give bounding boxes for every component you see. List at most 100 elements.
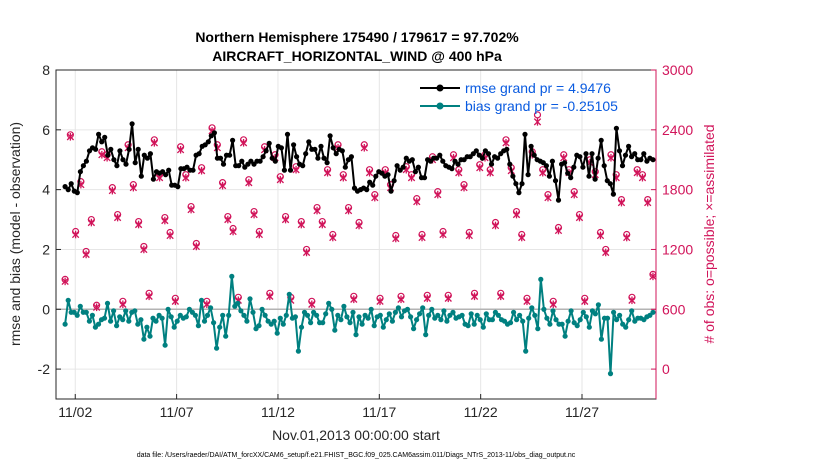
assimilated-obs-marker [570, 190, 578, 199]
y2-tick-label: 1800 [662, 182, 693, 198]
bias-point [535, 326, 541, 332]
rmse-point [364, 187, 370, 193]
rmse-point [616, 148, 623, 154]
bias-point [226, 312, 232, 318]
rmse-point [592, 176, 598, 182]
y-tick-label: 8 [42, 62, 50, 78]
assimilated-obs-marker [486, 168, 494, 177]
bias-point [426, 312, 432, 318]
rmse-point [562, 160, 568, 166]
bias-point [138, 317, 144, 323]
bias-point [314, 312, 320, 318]
rmse-point [412, 169, 418, 175]
rmse-point [522, 131, 528, 137]
rmse-point [348, 154, 354, 160]
bias-point [198, 297, 205, 303]
rmse-point [488, 161, 495, 167]
rmse-point [321, 155, 327, 161]
bias-point [320, 320, 326, 326]
rmse-point [272, 158, 278, 164]
bias-point [365, 315, 371, 321]
bias-point [438, 317, 444, 323]
rmse-point [385, 172, 391, 178]
rmse-point [641, 151, 647, 157]
plot-background [56, 70, 656, 399]
bias-point [114, 323, 120, 329]
assimilated-obs-marker [308, 300, 316, 309]
bias-point [332, 327, 338, 333]
rmse-point [138, 173, 144, 179]
rmse-point [239, 158, 245, 164]
rmse-point [440, 158, 446, 164]
rmse-point [281, 167, 287, 173]
chart-title: Northern Hemisphere 175490 / 179617 = 97… [195, 29, 519, 45]
rmse-point [513, 181, 519, 187]
bias-point [435, 312, 441, 318]
assimilated-obs-marker [439, 230, 447, 239]
bias-point [86, 318, 92, 324]
bias-point [304, 312, 311, 318]
assimilated-obs-marker [329, 233, 337, 242]
rmse-point [525, 172, 531, 178]
bias-point [235, 300, 241, 306]
bias-point [292, 314, 298, 320]
bias-point [623, 324, 629, 330]
bias-point [529, 305, 535, 311]
bias-point [162, 342, 168, 348]
bias-point [217, 324, 223, 330]
bias-point [359, 321, 365, 327]
y2-tick-label: 2400 [662, 122, 693, 138]
rmse-point [111, 157, 117, 163]
data-file-footer: data file: /Users/raeder/DAI/ATM_forcXX/… [137, 452, 576, 459]
bias-point [286, 291, 292, 297]
assimilated-obs-marker [360, 143, 368, 152]
rmse-point [77, 169, 83, 175]
rmse-point [391, 178, 397, 184]
rmse-point [589, 151, 595, 157]
assimilated-obs-marker [649, 272, 657, 281]
bias-point [341, 303, 347, 309]
bias-point [89, 312, 95, 318]
bias-point [247, 296, 253, 302]
bias-point [126, 318, 132, 324]
assimilated-obs-marker [92, 303, 101, 312]
rmse-point [284, 131, 291, 137]
rmse-point [300, 163, 306, 169]
rmse-point [421, 175, 428, 181]
assimilated-obs-marker [108, 186, 117, 195]
y-axis-ticks: -2 0 2 4 6 8 [38, 62, 61, 377]
bias-point [256, 323, 262, 329]
bias-point [583, 314, 589, 320]
rmse-point [333, 151, 339, 157]
bias-point [408, 314, 414, 320]
rmse-point [129, 121, 135, 127]
bias-point [283, 312, 289, 318]
assimilated-obs-marker [224, 215, 232, 224]
rmse-point [339, 148, 345, 154]
rmse-point [287, 167, 294, 173]
assimilated-obs-marker [596, 231, 605, 240]
assimilated-obs-marker [297, 220, 305, 229]
rmse-point [455, 161, 461, 167]
bias-point [350, 309, 356, 315]
assimilated-obs-marker [218, 181, 227, 190]
rmse-point [318, 143, 324, 149]
bias-point [95, 321, 102, 327]
bias-point [429, 306, 435, 312]
bias-point [450, 309, 456, 315]
assimilated-obs-marker [575, 213, 584, 222]
bias-point [214, 345, 220, 351]
rmse-point [519, 181, 525, 187]
assimilated-obs-marker [392, 234, 400, 243]
assimilated-obs-marker [323, 168, 332, 177]
rmse-point [583, 151, 589, 157]
bias-point [547, 321, 553, 327]
assimilated-obs-marker [497, 292, 505, 301]
assimilated-obs-marker [140, 245, 148, 254]
series-lines [62, 121, 656, 377]
rmse-point [65, 187, 71, 193]
bias-point [165, 306, 171, 312]
rmse-point [531, 152, 537, 158]
assimilated-obs-marker [397, 295, 405, 304]
rmse-point [507, 161, 513, 167]
